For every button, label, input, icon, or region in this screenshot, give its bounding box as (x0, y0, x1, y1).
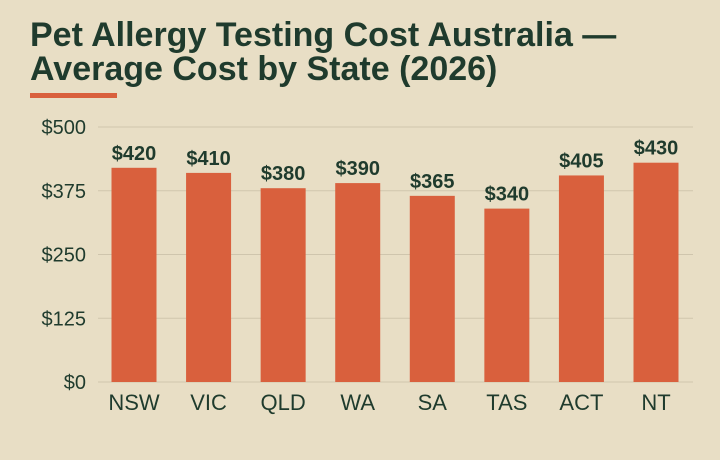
bar-value-label: $390 (335, 158, 380, 180)
y-tick-label: $0 (64, 372, 86, 394)
x-category-label: VIC (190, 390, 227, 415)
bar (260, 188, 306, 382)
bar-value-label: $380 (261, 163, 306, 185)
x-category-label: WA (340, 390, 375, 415)
x-category-label: SA (418, 390, 448, 415)
bar (111, 167, 157, 382)
y-axis-tick-labels: $0 $125 $250 $375 $500 (42, 117, 87, 394)
chart-title-line-1: Pet Allergy Testing Cost Australia — (30, 16, 617, 54)
bar-value-label: $430 (634, 138, 679, 160)
x-category-label: TAS (486, 390, 527, 415)
x-category-label: NT (641, 390, 670, 415)
bars (111, 162, 679, 382)
bar (633, 162, 679, 382)
bar-value-label: $420 (112, 143, 157, 165)
chart-title-line-2: Average Cost by State (2026) (30, 50, 498, 88)
x-axis-category-labels: NSW VIC QLD WA SA TAS ACT NT (108, 390, 670, 415)
y-tick-label: $125 (42, 308, 87, 330)
title-accent-underline (30, 93, 117, 98)
y-tick-label: $500 (42, 117, 87, 139)
y-tick-label: $375 (42, 181, 87, 203)
x-category-label: ACT (559, 390, 603, 415)
x-category-label: NSW (108, 390, 160, 415)
y-tick-label: $250 (42, 245, 87, 267)
x-category-label: QLD (261, 390, 306, 415)
bar-value-label: $340 (485, 184, 530, 206)
bar-data-labels: $420 $410 $380 $390 $365 $340 $405 $430 (112, 138, 679, 206)
bar (186, 172, 232, 382)
bar-value-label: $365 (410, 171, 455, 193)
bar (335, 183, 381, 382)
bar (558, 175, 604, 382)
bar (409, 195, 455, 382)
bar-value-label: $410 (186, 148, 231, 170)
bar-value-label: $405 (559, 150, 604, 172)
bar (484, 208, 530, 382)
chart-title: Pet Allergy Testing Cost Australia — Ave… (30, 18, 690, 86)
